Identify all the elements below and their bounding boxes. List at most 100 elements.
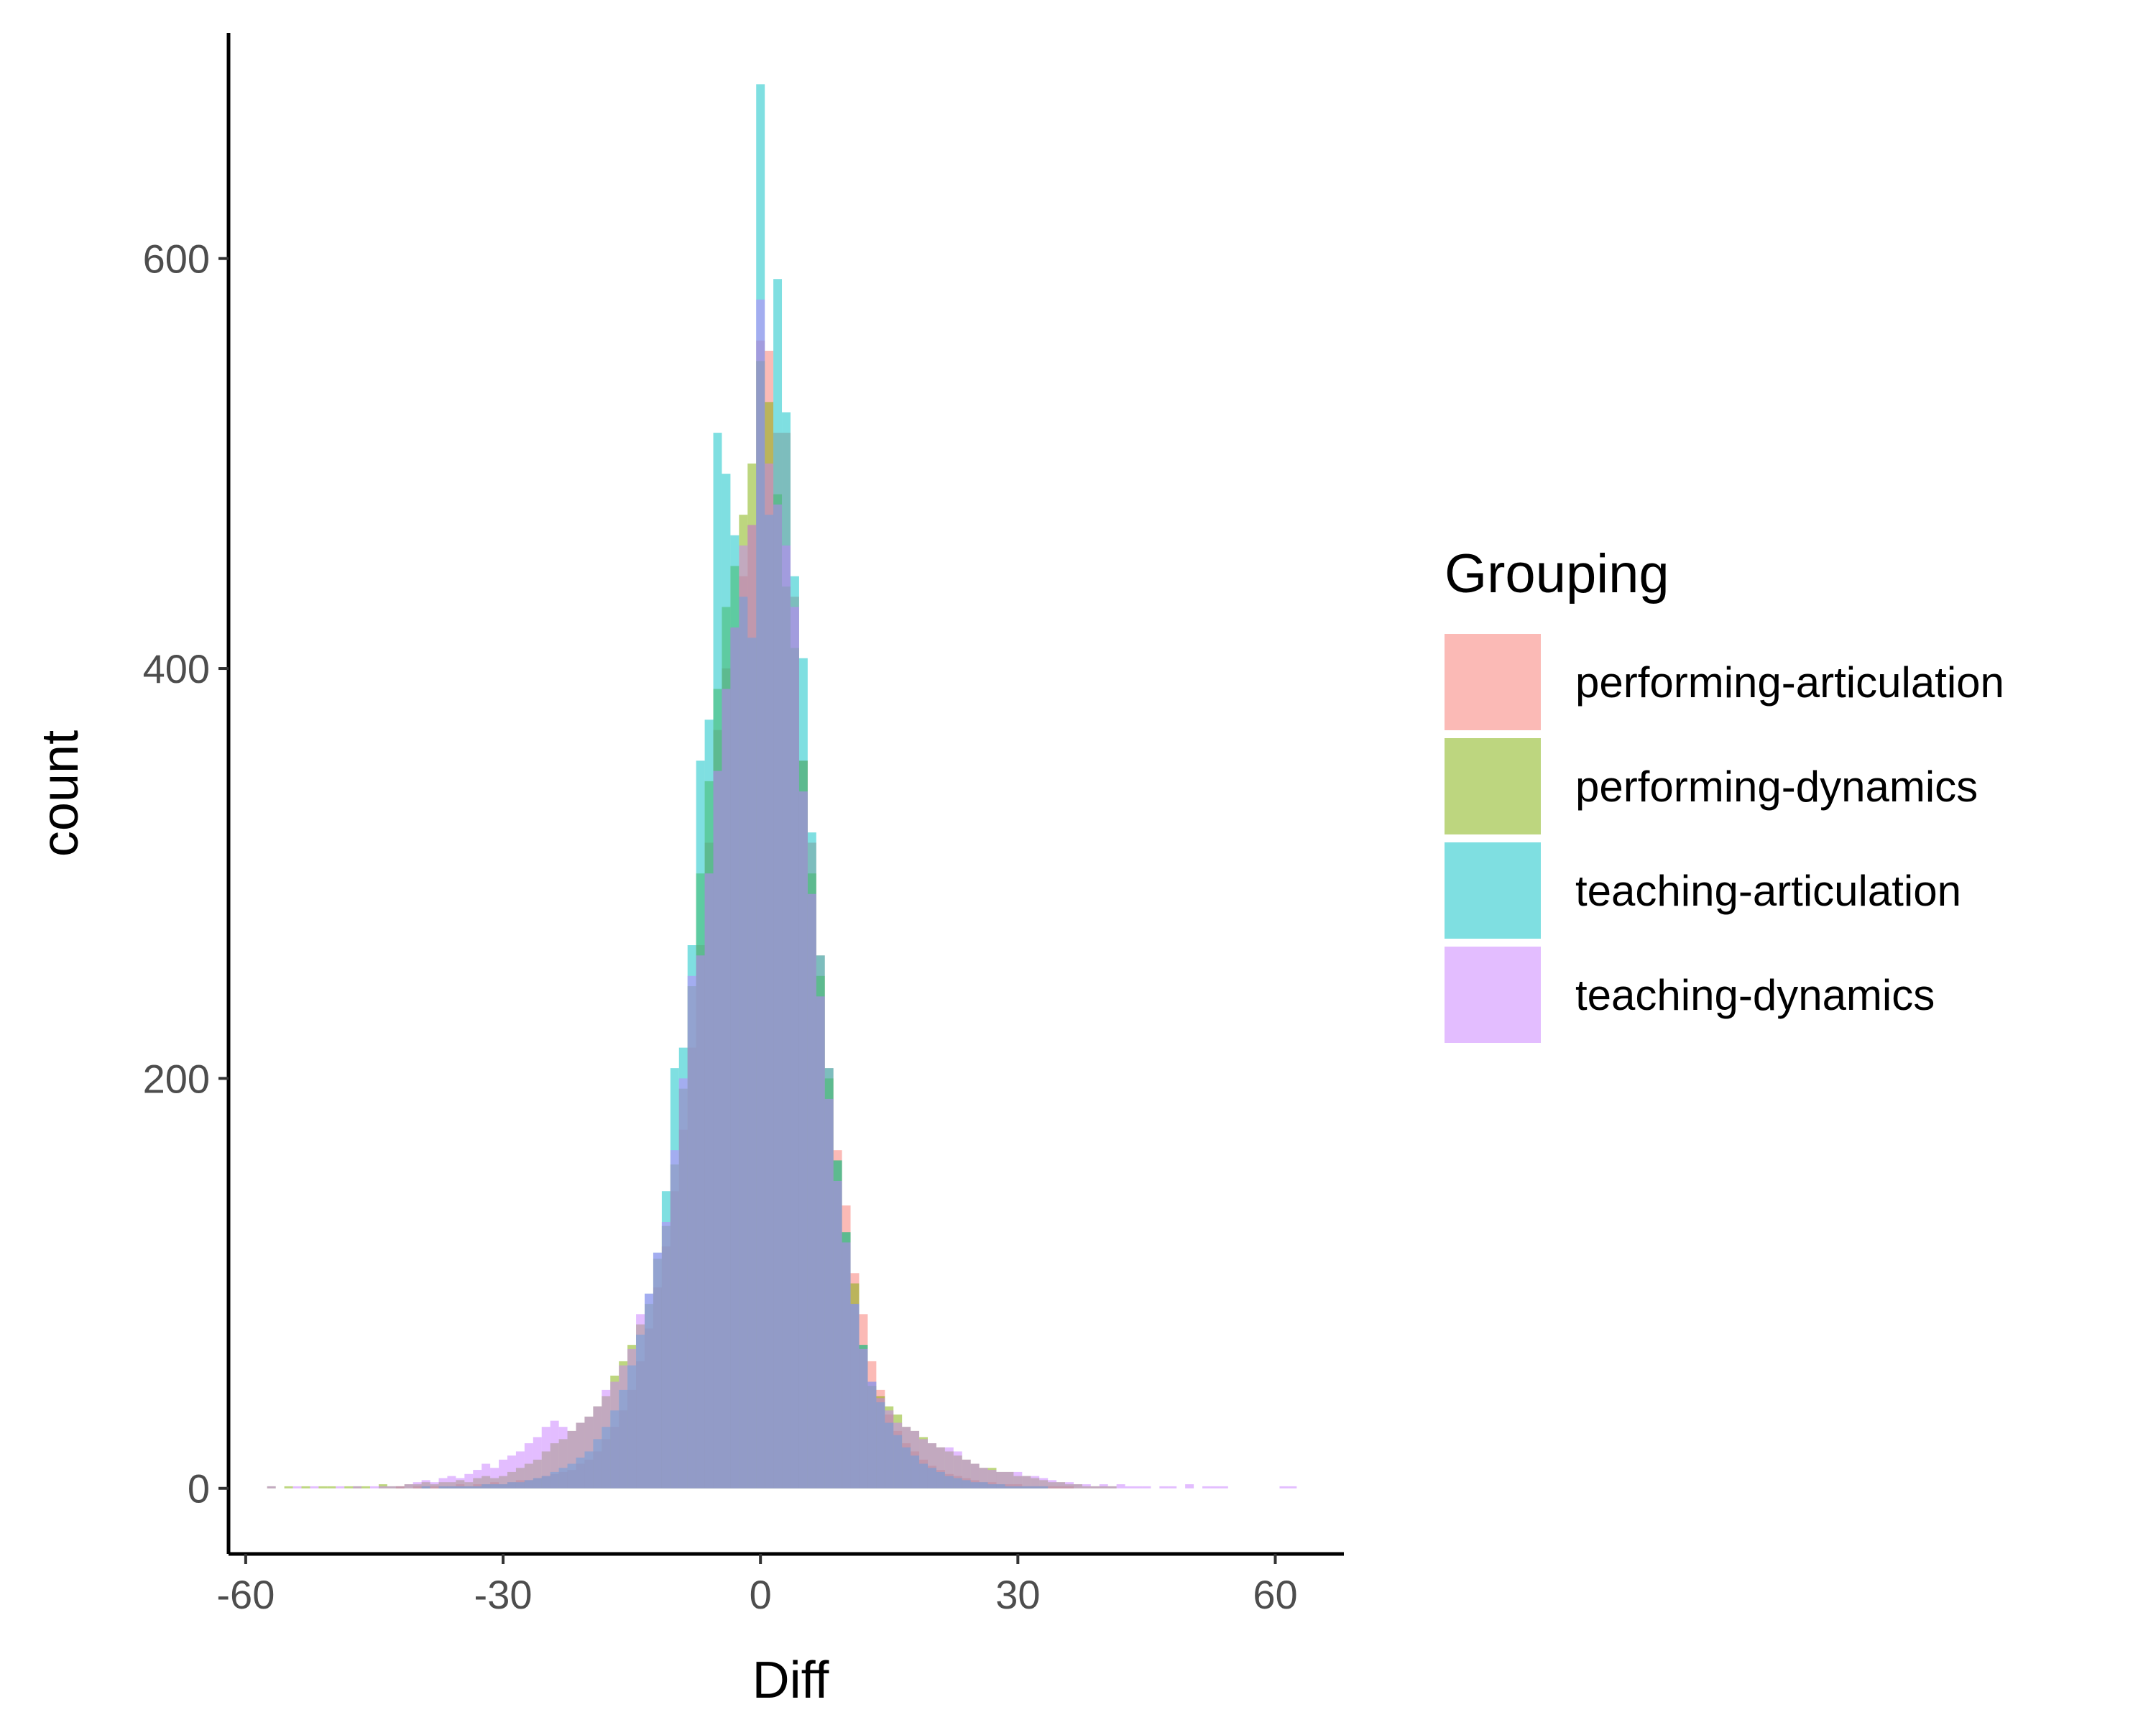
legend: Grouping performing-articulation performi… <box>1445 543 2004 1043</box>
bar <box>576 1422 585 1489</box>
bar <box>1013 1471 1023 1489</box>
bar <box>1048 1480 1057 1489</box>
y-tick-label: 400 <box>143 646 210 691</box>
bar <box>284 1486 293 1489</box>
bar <box>387 1486 396 1489</box>
bar <box>361 1486 370 1489</box>
bar <box>756 299 765 1489</box>
bar <box>944 1447 954 1489</box>
bar <box>353 1486 362 1489</box>
bar <box>301 1486 310 1489</box>
bar <box>1133 1486 1143 1489</box>
bar <box>541 1427 550 1489</box>
x-axis-title: Diff <box>752 1652 830 1709</box>
bar <box>550 1420 559 1489</box>
bar <box>430 1482 439 1489</box>
bar <box>704 873 714 1489</box>
legend-label: teaching-dynamics <box>1575 971 1935 1019</box>
bar <box>593 1406 602 1489</box>
bar <box>490 1468 499 1489</box>
bar <box>395 1486 405 1489</box>
bar <box>1210 1486 1220 1489</box>
bar <box>482 1463 491 1489</box>
bar <box>807 893 816 1489</box>
bar <box>773 504 783 1489</box>
bar <box>1279 1486 1289 1489</box>
bar <box>602 1389 611 1489</box>
bar <box>1005 1471 1014 1489</box>
bar <box>953 1451 962 1489</box>
bar <box>979 1468 988 1489</box>
bar <box>798 791 808 1489</box>
bar <box>902 1427 911 1489</box>
bar <box>1022 1476 1031 1489</box>
bar <box>1202 1486 1211 1489</box>
bar <box>996 1471 1005 1489</box>
bar <box>1107 1486 1117 1489</box>
x-tick-label: 0 <box>750 1572 772 1617</box>
bar <box>310 1486 319 1489</box>
legend-label: teaching-articulation <box>1575 867 1961 915</box>
bar <box>584 1416 594 1489</box>
histogram-bars <box>267 84 1297 1489</box>
legend-title: Grouping <box>1445 543 1669 604</box>
x-tick-label: -30 <box>474 1572 533 1617</box>
bar <box>833 1180 842 1489</box>
y-tick-label: 200 <box>143 1056 210 1101</box>
bar <box>824 1098 834 1489</box>
bar <box>1288 1486 1297 1489</box>
bar <box>378 1486 387 1489</box>
bar <box>1159 1486 1169 1489</box>
legend-swatch <box>1445 634 1541 730</box>
bar <box>267 1486 276 1489</box>
bar <box>876 1398 885 1489</box>
bar <box>987 1470 997 1489</box>
bar <box>1065 1482 1074 1489</box>
y-axis-ticks: 0 200 400 600 <box>143 236 229 1512</box>
bar <box>464 1473 474 1489</box>
bar <box>421 1480 430 1489</box>
bar <box>782 545 791 1489</box>
bar <box>1099 1484 1108 1489</box>
bar <box>1073 1484 1082 1489</box>
bar <box>816 996 825 1489</box>
bar <box>893 1422 903 1489</box>
bar <box>970 1463 980 1489</box>
bar <box>336 1486 345 1489</box>
bar <box>507 1455 516 1489</box>
bar <box>327 1486 336 1489</box>
bar <box>1168 1486 1177 1489</box>
bar <box>1142 1486 1151 1489</box>
bar <box>1090 1486 1100 1489</box>
bar <box>885 1410 894 1489</box>
bar <box>670 1150 679 1489</box>
bar <box>962 1459 971 1489</box>
bar <box>292 1486 302 1489</box>
bar <box>645 1293 653 1489</box>
bar <box>661 1222 671 1489</box>
bar <box>1219 1486 1228 1489</box>
bar <box>1185 1484 1194 1489</box>
bar <box>473 1470 482 1489</box>
bar <box>627 1348 637 1489</box>
bar <box>1039 1478 1049 1489</box>
bar <box>413 1482 422 1489</box>
x-tick-label: 60 <box>1253 1572 1297 1617</box>
x-tick-label: 30 <box>995 1572 1040 1617</box>
bar <box>722 689 731 1489</box>
legend-label: performing-articulation <box>1575 658 2004 707</box>
bar <box>850 1304 860 1489</box>
bar <box>653 1252 662 1489</box>
bar <box>610 1381 619 1489</box>
bar <box>524 1443 533 1489</box>
bar <box>533 1437 542 1489</box>
legend-swatch <box>1445 947 1541 1043</box>
bar <box>730 627 740 1489</box>
x-axis-ticks: -60 -30 0 30 60 <box>216 1554 1298 1617</box>
bar <box>567 1430 576 1489</box>
bar <box>927 1443 936 1489</box>
legend-label: performing-dynamics <box>1575 763 1978 811</box>
bar <box>790 607 799 1489</box>
bar <box>842 1242 851 1489</box>
bar <box>438 1478 448 1489</box>
